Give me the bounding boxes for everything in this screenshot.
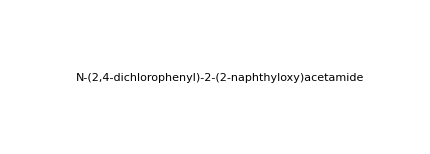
Text: N-(2,4-dichlorophenyl)-2-(2-naphthyloxy)acetamide: N-(2,4-dichlorophenyl)-2-(2-naphthyloxy)…: [76, 73, 365, 83]
